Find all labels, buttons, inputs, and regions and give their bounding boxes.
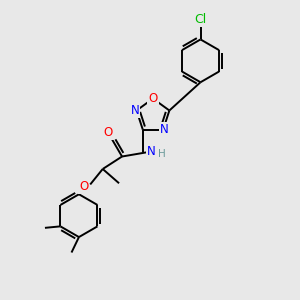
- Text: N: N: [131, 104, 140, 117]
- Text: O: O: [79, 180, 88, 193]
- Text: Cl: Cl: [194, 13, 207, 26]
- Text: H: H: [158, 148, 166, 158]
- Text: N: N: [160, 123, 169, 136]
- Text: O: O: [148, 92, 158, 105]
- Text: N: N: [147, 145, 155, 158]
- Text: O: O: [103, 126, 113, 139]
